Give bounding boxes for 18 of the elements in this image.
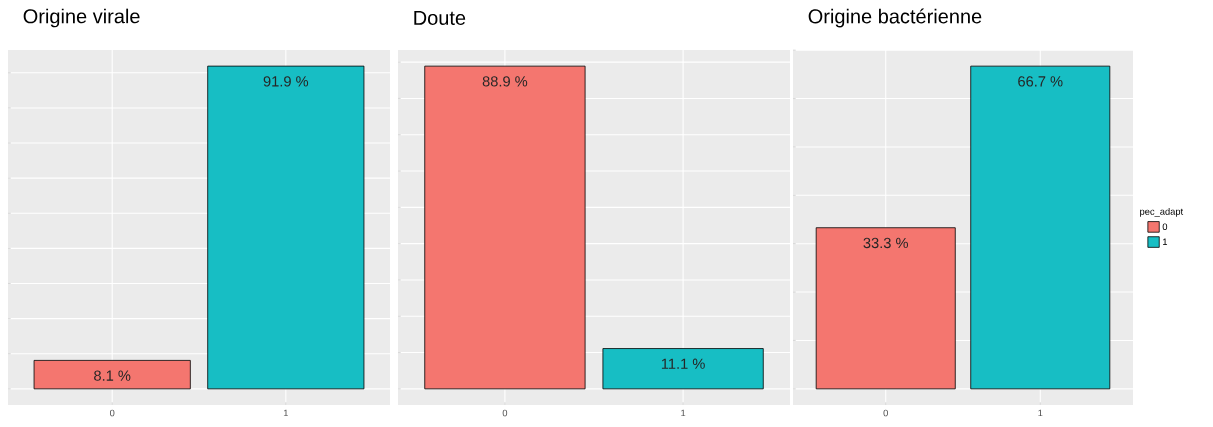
data-label: 33.3 %: [863, 237, 909, 249]
legend-label: 0: [1162, 223, 1168, 230]
data-label: 11.1 %: [661, 358, 705, 369]
x-tick-label: 1: [681, 409, 686, 417]
data-label: 66.7 %: [1018, 76, 1063, 87]
x-tick-label: 1: [283, 409, 288, 417]
x-tick-label: 0: [502, 409, 508, 417]
chart-title: Origine bactérienne: [808, 8, 982, 28]
x-tick-label: 1: [1038, 409, 1043, 417]
chart-title: Origine virale: [23, 8, 140, 28]
data-label: 91.9 %: [263, 76, 309, 87]
data-label: 88.9 %: [482, 76, 528, 87]
legend-title: pec_adapt: [1140, 207, 1184, 217]
chart-title: Doute: [414, 11, 466, 25]
x-tick-label: 0: [109, 409, 115, 417]
legend-label: 1: [1163, 238, 1168, 246]
data-label: 8.1 %: [94, 370, 131, 381]
x-tick-label: 0: [883, 409, 888, 417]
